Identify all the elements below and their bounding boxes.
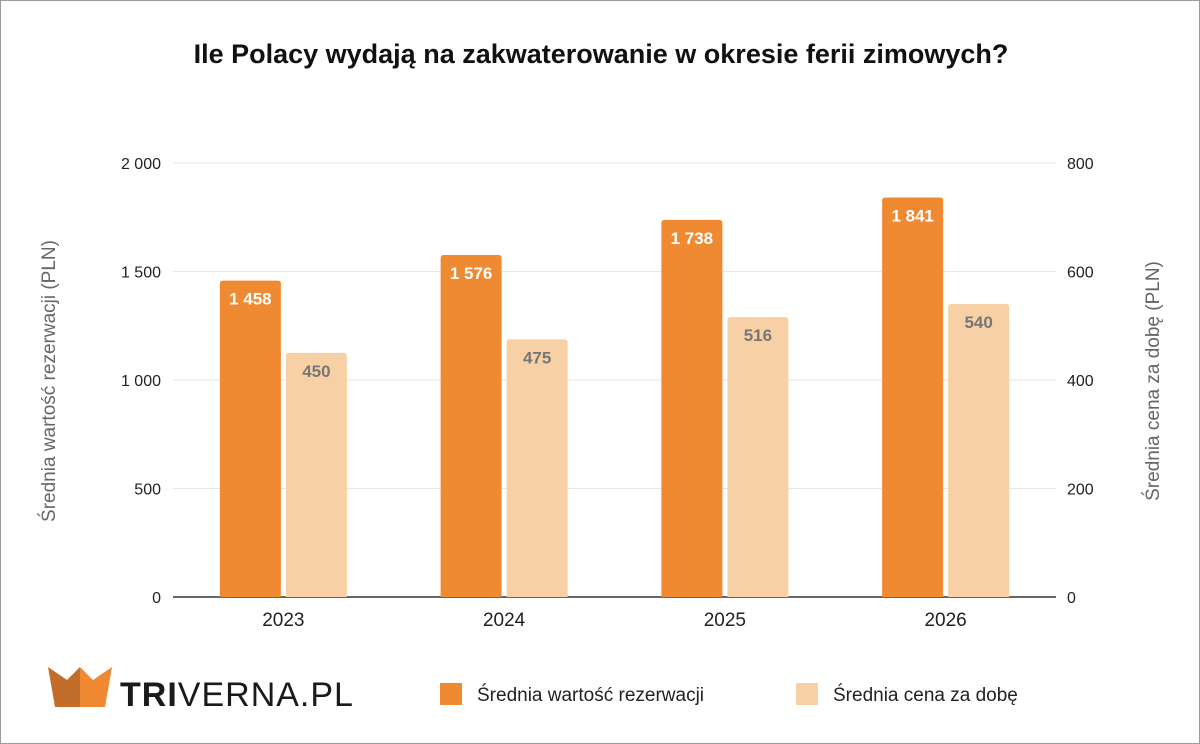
y2-tick-label: 400 <box>1067 373 1094 390</box>
y2-tick-label: 600 <box>1067 265 1094 282</box>
bar-booking-value <box>440 255 502 597</box>
bar-booking-value <box>882 197 944 598</box>
legend-label: Średnia wartość rezerwacji <box>477 684 704 706</box>
data-label: 1 458 <box>229 290 272 309</box>
x-tick-label: 2025 <box>704 610 746 631</box>
x-tick-label: 2024 <box>483 610 526 631</box>
logo: TRIVERNA.PL <box>48 667 354 714</box>
legend: Średnia wartość rezerwacji Średnia cena z… <box>440 683 1018 706</box>
data-label: 1 576 <box>450 264 493 283</box>
legend-label: Średnia cena za dobę <box>833 684 1018 706</box>
data-label: 475 <box>523 348 551 367</box>
y-axis-label: Średnia wartość rezerwacji (PLN) <box>38 240 60 522</box>
crown-icon-right <box>80 667 112 707</box>
bar-nightly-price <box>948 304 1010 597</box>
data-label: 540 <box>964 313 992 332</box>
bar-booking-value <box>661 219 723 597</box>
chart-title: Ile Polacy wydają na zakwaterowanie w ok… <box>194 39 1009 69</box>
data-label: 1 738 <box>671 229 714 248</box>
bar-nightly-price <box>285 352 347 597</box>
data-label: 516 <box>744 326 772 345</box>
y-tick-label: 1 500 <box>121 265 161 282</box>
data-label: 450 <box>302 362 330 381</box>
logo-text: TRIVERNA.PL <box>120 676 354 714</box>
data-label: 1 841 <box>891 207 934 226</box>
bar-nightly-price <box>727 317 789 597</box>
crown-icon-left <box>48 667 80 707</box>
y2-tick-label: 200 <box>1067 482 1094 499</box>
x-tick-label: 2023 <box>262 610 304 631</box>
bar-nightly-price <box>506 339 568 597</box>
legend-swatch <box>440 683 462 705</box>
y2-tick-label: 0 <box>1067 590 1076 607</box>
y2-tick-label: 800 <box>1067 156 1094 173</box>
y-tick-label: 0 <box>152 590 161 607</box>
bar-booking-value <box>219 280 281 597</box>
x-tick-label: 2026 <box>924 610 966 631</box>
y2-axis-label: Średnia cena za dobę (PLN) <box>1142 261 1164 501</box>
legend-swatch <box>796 683 818 705</box>
y-tick-label: 2 000 <box>121 156 161 173</box>
y-tick-label: 500 <box>134 482 161 499</box>
y-tick-label: 1 000 <box>121 373 161 390</box>
